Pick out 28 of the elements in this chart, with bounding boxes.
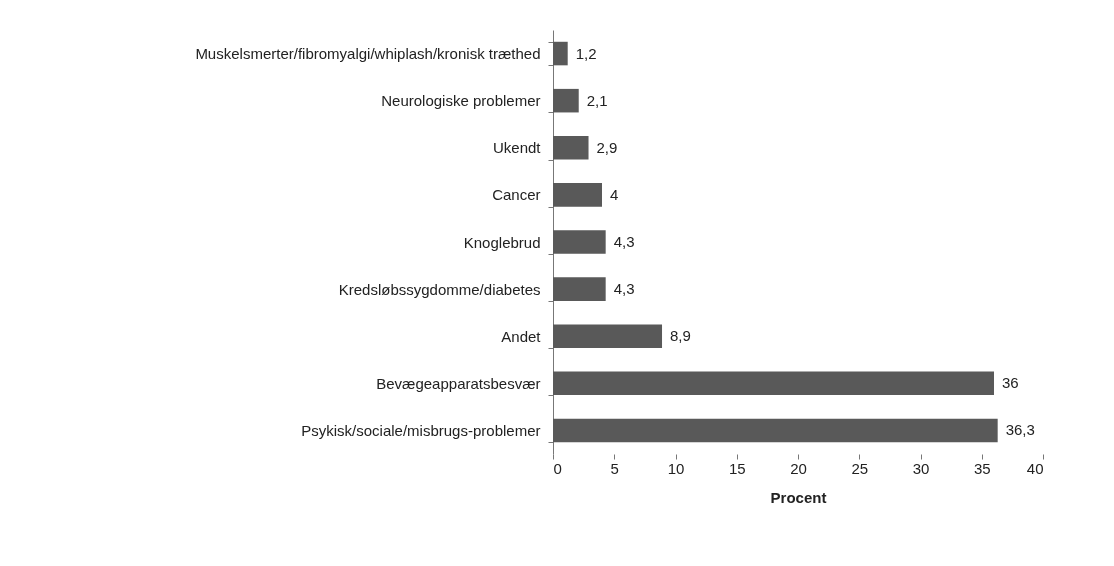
x-tick-label: 5 — [610, 459, 619, 477]
data-label: 36,3 — [1005, 421, 1035, 439]
data-label: 2,9 — [596, 138, 618, 156]
x-tick-label: 10 — [667, 459, 685, 477]
y-tick-label: Ukendt — [492, 139, 542, 157]
data-label: 4,3 — [613, 280, 635, 298]
data-label: 8,9 — [670, 327, 691, 345]
y-tick-label: Muskelsmerter/fibromyalgi/whiplash/kronisk træthed — [195, 45, 541, 63]
data-label: 2,1 — [586, 91, 608, 109]
data-label: 36 — [1002, 374, 1019, 392]
data-label: 4,3 — [613, 233, 635, 250]
x-tick-label: 35 — [973, 459, 991, 477]
data-label: 4 — [610, 185, 619, 203]
x-tick-label: 0 — [553, 459, 562, 477]
y-tick-label: Psykisk/sociale/misbrugs-problemer — [301, 421, 541, 439]
x-tick-label: 40 — [1026, 459, 1044, 477]
y-tick-label: Kredsløbssygdomme/diabetes — [338, 280, 541, 298]
y-tick-label: Knoglebrud — [463, 233, 541, 251]
x-tick-label: 15 — [728, 459, 746, 477]
x-axis-title: Procent — [770, 488, 827, 506]
y-tick-label: Bevægeapparatsbesvær — [376, 374, 541, 392]
data-label: 1,2 — [575, 44, 597, 62]
y-tick-label: Cancer — [492, 186, 541, 204]
x-tick-label: 20 — [790, 459, 807, 477]
y-tick-label: Andet — [501, 327, 542, 345]
x-tick-label: 30 — [912, 459, 930, 477]
x-tick-label: 25 — [851, 459, 869, 477]
y-tick-label: Neurologiske problemer — [381, 92, 541, 110]
